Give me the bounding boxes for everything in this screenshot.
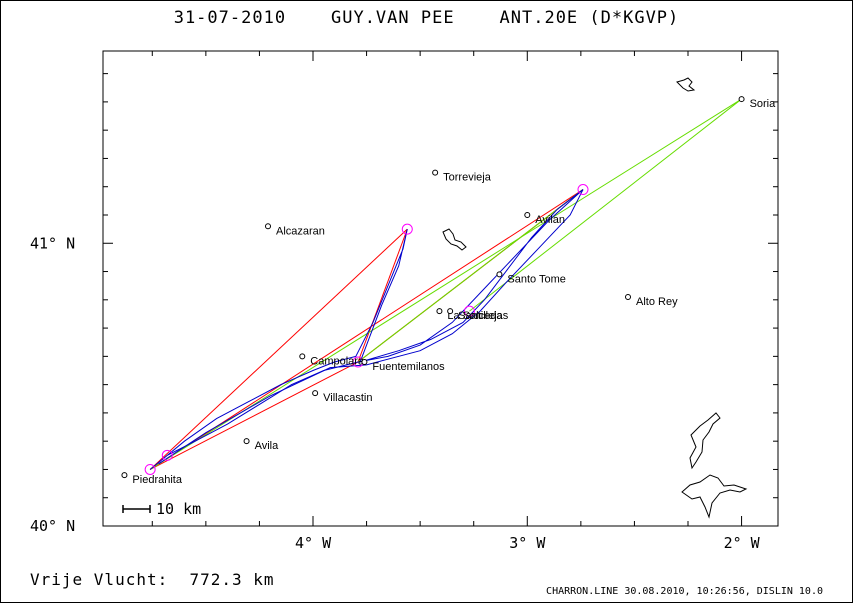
y-tick-label: 40° N <box>30 517 75 535</box>
place-dot <box>625 293 631 300</box>
scale-bar-label: 10 km <box>156 500 201 518</box>
turnpoint-marker <box>161 449 173 461</box>
leg-to-soria <box>469 98 742 312</box>
software-credit: CHARRON.LINE 30.08.2010, 10:26:56, DISLI… <box>546 586 823 597</box>
place-label: Campolara <box>310 355 365 367</box>
place-dot <box>243 438 250 445</box>
place-dot <box>524 211 531 218</box>
place-label: Soria <box>750 98 777 110</box>
place-dot <box>496 271 503 278</box>
lake-outline-center <box>442 228 467 251</box>
y-tick-label: 41° N <box>30 234 75 252</box>
lake-outline-north <box>676 77 696 92</box>
lake-outlines <box>442 77 748 519</box>
place-label: Avilan <box>535 214 565 226</box>
place-dot <box>312 390 319 397</box>
place-dot <box>436 308 443 315</box>
lake-outline-southeast-2 <box>681 474 748 519</box>
flight-routes <box>149 98 742 470</box>
track-line <box>149 189 584 470</box>
place-label: Santo Tome <box>507 273 566 285</box>
place-dot <box>265 223 271 230</box>
triangle-leg <box>357 228 408 363</box>
turnpoint-marker <box>144 463 156 475</box>
place-label: Alcazaran <box>276 225 325 237</box>
place-dot <box>447 308 454 315</box>
lake-outline-southeast-1 <box>689 412 721 470</box>
place-label: Santillejas <box>458 310 509 322</box>
place-dot <box>361 359 368 366</box>
place-label: Villacastin <box>323 392 372 404</box>
green-leg <box>357 189 584 363</box>
place-dot <box>738 96 745 103</box>
turnpoint-marker <box>463 305 475 317</box>
place-label: Torrevieja <box>443 172 492 184</box>
axis-ticks: 4° W 3° W 2° W 41° N 40° N <box>30 51 778 552</box>
turnpoint-marker <box>577 184 589 196</box>
place-dot <box>299 353 306 360</box>
place-markers: Soria Torrevieja Alcazaran Avilan Santo Tome… <box>121 96 777 486</box>
place-label: Piedrahita <box>132 474 182 486</box>
free-flight-distance: Vrije Vlucht: 772.3 km <box>30 570 275 589</box>
place-dot <box>121 472 128 479</box>
place-label: Avila <box>255 440 280 452</box>
turnpoint-marker <box>401 223 413 235</box>
triangle-leg <box>149 228 408 470</box>
place-label: La Salceda <box>447 310 503 322</box>
scale-bar: 10 km <box>122 500 201 518</box>
triangle-leg <box>149 361 359 470</box>
track-line-return <box>158 189 584 465</box>
x-tick-label: 4° W <box>295 534 332 552</box>
place-label: Alto Rey <box>636 296 678 308</box>
page-title: 31-07-2010 GUY.VAN PEE ANT.20E (D*KGVP) <box>173 8 680 28</box>
map-border <box>102 50 779 527</box>
place-label: Fuentemilanos <box>372 361 445 373</box>
x-tick-label: 3° W <box>509 534 546 552</box>
place-dot <box>432 169 439 176</box>
x-tick-label: 2° W <box>724 534 761 552</box>
gps-track <box>144 184 589 475</box>
